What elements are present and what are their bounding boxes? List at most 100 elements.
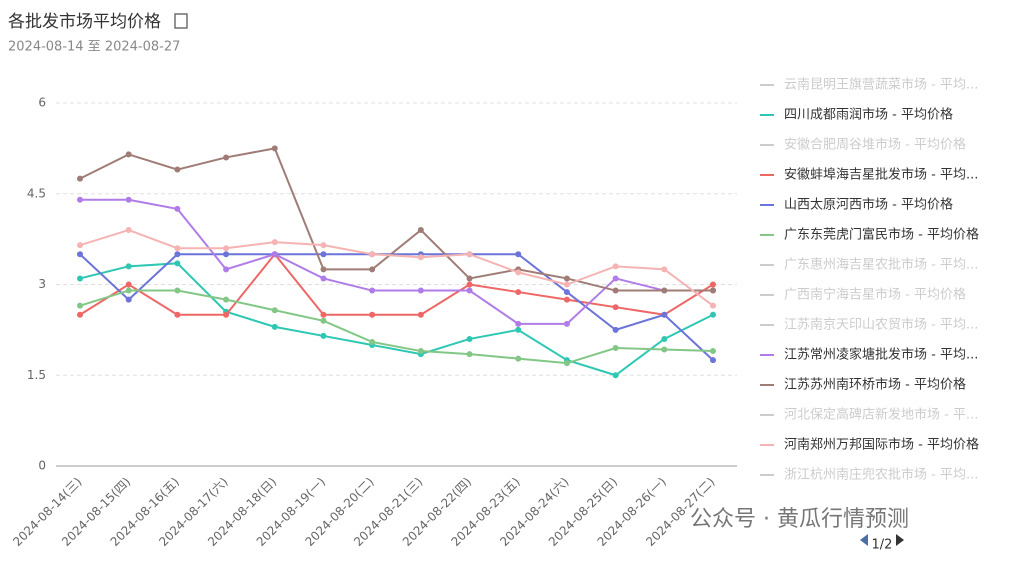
y-tick-label: 1.5 [27,368,46,382]
legend-label[interactable]: 浙江杭州南庄兜农批市场 - 平均... [784,467,978,483]
point [174,311,181,318]
point [320,251,327,258]
point [320,311,327,318]
point [77,311,83,318]
series-line [79,228,714,307]
point [563,281,570,288]
point [417,287,424,294]
legend-label[interactable]: 河北保定高碑店新发地市场 - 平... [784,407,978,423]
point [417,254,424,261]
series-line [79,252,714,316]
chart-subtitle: 2024-08-14 至 2024-08-27 [8,40,180,55]
point [466,251,473,258]
point [223,311,230,318]
point [223,154,230,161]
y-tick-label: 6 [38,96,46,110]
point [369,338,376,345]
series-line [80,198,713,325]
point [417,311,424,318]
point [223,266,230,273]
point [271,239,278,246]
point [271,145,278,152]
point [612,263,619,270]
legend-label[interactable]: 江苏南京天印山农贸市场 - 平均... [784,317,978,333]
point [320,332,327,339]
legend-label[interactable]: 广西南宁海吉星市场 - 平均价格 [784,287,966,303]
point [661,335,668,342]
point [174,245,181,252]
series-line [79,147,713,292]
legend-label[interactable]: 广东惠州海吉星农批市场 - 平均... [784,257,978,273]
title-icon[interactable] [174,13,188,29]
point [125,287,132,294]
legend-label[interactable]: 广东东莞虎门富民市场 - 平均价格 [784,227,979,243]
point [77,196,83,203]
point [515,326,522,333]
point [466,351,473,358]
point [174,205,181,212]
point [77,251,83,258]
legend-label[interactable]: 江苏常州凌家塘批发市场 - 平均... [784,347,978,363]
pager-label: 1/2 [872,538,893,553]
point [125,296,132,303]
y-tick-label: 3 [38,277,46,291]
point [417,348,424,355]
point [515,289,522,296]
point [563,360,570,367]
point [77,275,83,282]
point [612,287,619,294]
point [369,266,376,273]
point [125,263,132,270]
point [612,304,619,311]
point [271,307,278,314]
point [515,269,522,276]
point [563,275,570,282]
point [271,323,278,330]
legend-label[interactable]: 江苏苏州南环桥市场 - 平均价格 [784,377,966,393]
point [612,326,619,333]
point [125,281,132,288]
point [612,275,619,282]
legend-label[interactable]: 安徽蚌埠海吉星批发市场 - 平均... [784,167,978,183]
legend-label[interactable]: 安徽合肥周谷堆市场 - 平均价格 [784,137,966,153]
point [466,281,473,288]
point [125,196,132,203]
point [515,251,522,258]
point [466,335,473,342]
point [271,251,278,258]
point [710,287,716,294]
point [77,302,83,309]
legend-label[interactable]: 四川成都雨润市场 - 平均价格 [784,107,953,123]
point [661,287,668,294]
point [710,311,716,318]
point [320,242,327,249]
point [710,348,716,355]
legend-label[interactable]: 河南郑州万邦国际市场 - 平均价格 [784,437,979,453]
watermark: 公众号 · 黄瓜行情预测 [690,507,909,532]
point [223,296,230,303]
point [612,345,619,352]
point [563,320,570,327]
legend-label[interactable]: 云南昆明王旗营蔬菜市场 - 平均... [784,77,978,93]
series-line [79,262,714,377]
point [661,311,668,318]
point [223,245,230,252]
y-tick-label: 4.5 [27,186,46,200]
legend-label[interactable]: 山西太原河西市场 - 平均价格 [784,197,953,213]
point [515,320,522,327]
point [661,346,668,353]
point [174,166,181,173]
point [563,289,570,296]
point [77,242,83,249]
pager-next[interactable] [896,534,904,546]
point [466,287,473,294]
series-line [79,289,714,365]
point [369,251,376,258]
pager-prev[interactable] [860,534,868,546]
point [417,227,424,234]
chart-title: 各批发市场平均价格 [8,12,161,32]
point [369,287,376,294]
series-line [79,253,714,361]
point [369,311,376,318]
point [223,251,230,258]
